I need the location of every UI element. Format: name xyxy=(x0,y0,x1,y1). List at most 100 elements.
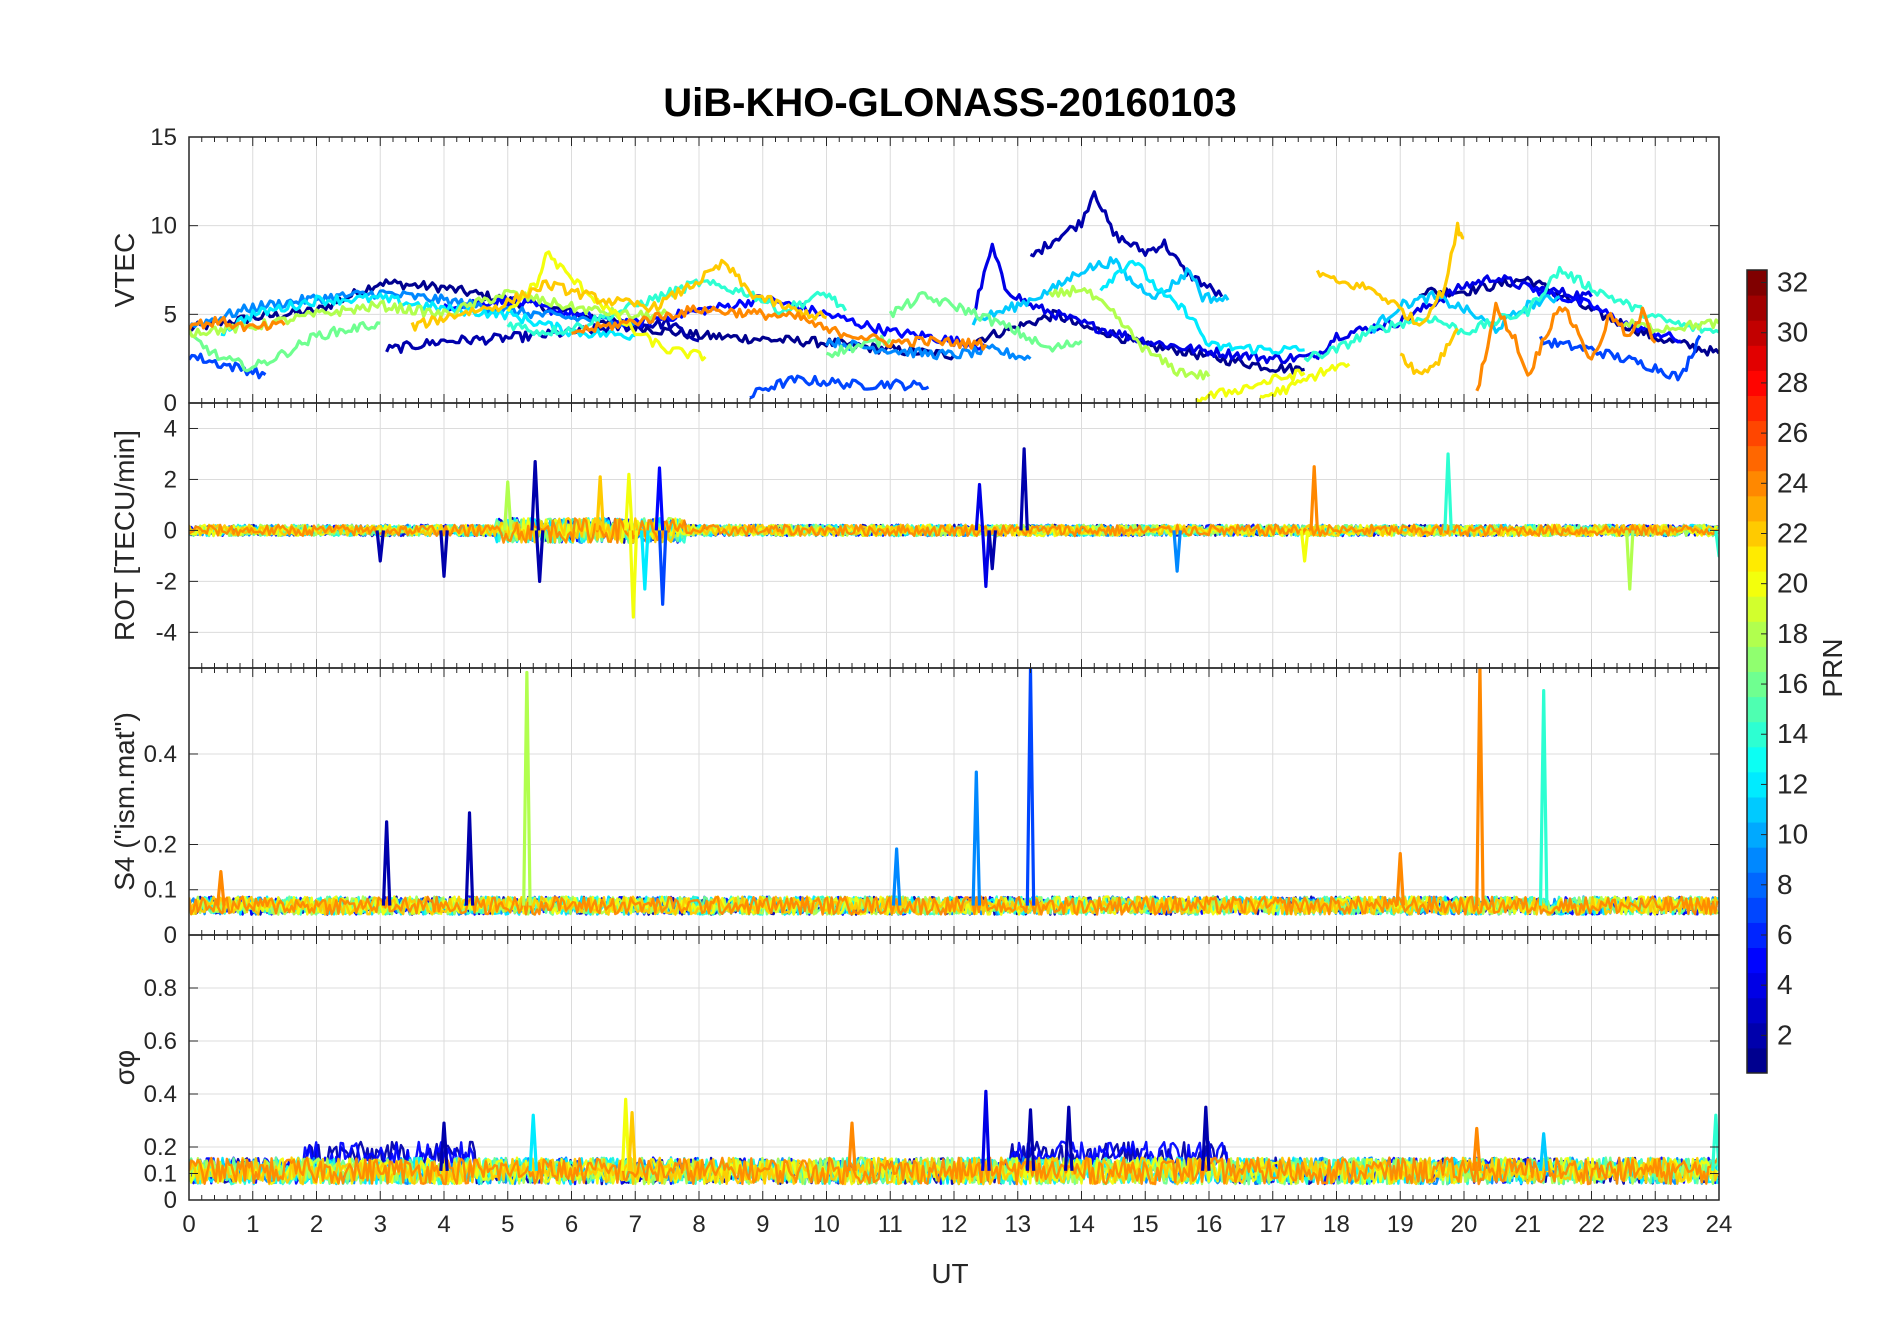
spike-prn-20 xyxy=(620,1097,631,1171)
colorbar-swatch xyxy=(1747,395,1767,422)
colorbar-swatch xyxy=(1747,897,1767,923)
vtec-line-prn-7 xyxy=(189,352,267,380)
x-tick-label: 17 xyxy=(1259,1211,1286,1238)
spike-prn-20 xyxy=(628,530,639,619)
colorbar-swatch xyxy=(1747,796,1767,823)
y-axis-label: S4 ("ism.mat") xyxy=(109,712,140,891)
vtec-line-prn-16 xyxy=(189,321,381,373)
vtec-line-prn-11 xyxy=(971,256,1230,326)
x-tick-label: 16 xyxy=(1196,1211,1223,1238)
y-tick-label: 0.2 xyxy=(144,831,177,858)
vtec-line-prn-20 xyxy=(506,250,707,362)
y-tick-label: -4 xyxy=(156,619,177,646)
colorbar-tick-label: 14 xyxy=(1777,718,1808,749)
vtec-line-prn-24 xyxy=(571,304,988,351)
vtec-line-prn-4 xyxy=(972,242,1318,365)
panel-2: -4 -2 0 2 4 ROT [TECU/min] xyxy=(109,402,1720,669)
colorbar-swatch xyxy=(1747,345,1767,371)
x-tick-label: 24 xyxy=(1706,1211,1733,1238)
chart-title: UiB-KHO-GLONASS-20160103 xyxy=(663,81,1237,125)
spike-prn-2 xyxy=(534,530,545,583)
colorbar-swatch xyxy=(1747,445,1767,472)
vtec-line-prn-5 xyxy=(1526,282,1682,344)
colorbar-swatch xyxy=(1747,847,1767,873)
x-tick-label: 3 xyxy=(374,1211,387,1238)
colorbar-tick-label: 22 xyxy=(1777,517,1808,548)
y-tick-label: 5 xyxy=(164,301,177,328)
colorbar-tick-label: 28 xyxy=(1777,367,1808,398)
y-tick-label: 0.4 xyxy=(144,1081,177,1108)
spike-prn-2 xyxy=(375,530,386,563)
colorbar-swatch xyxy=(1747,671,1767,698)
panel-data xyxy=(189,1089,1719,1186)
colorbar-tick-label: 20 xyxy=(1777,568,1808,599)
colorbar-swatch xyxy=(1747,947,1767,974)
vtec-line-prn-18 xyxy=(1622,318,1719,334)
panel-data xyxy=(189,447,1719,619)
spike-prn-12 xyxy=(640,530,650,591)
y-tick-label: 0.2 xyxy=(144,1134,177,1161)
y-tick-label: 0 xyxy=(164,1187,177,1214)
colorbar-swatch xyxy=(1747,295,1767,321)
spike-prn-24 xyxy=(847,1121,857,1171)
y-tick-label: 4 xyxy=(164,415,177,442)
x-tick-label: 22 xyxy=(1578,1211,1605,1238)
spike-prn-9 xyxy=(971,770,982,906)
colorbar-swatch xyxy=(1747,822,1767,848)
colorbar-swatch xyxy=(1747,571,1767,597)
vtec-line-prn-16 xyxy=(888,291,1083,353)
colorbar-swatch xyxy=(1747,721,1767,748)
spike-prn-2 xyxy=(1019,447,1029,531)
spike-prn-9 xyxy=(891,847,902,906)
vtec-line-prn-20 xyxy=(1195,368,1306,403)
y-tick-label: 0.6 xyxy=(144,1028,177,1055)
vtec-line-prn-7 xyxy=(1539,334,1702,382)
spike-prn-24 xyxy=(1471,1126,1482,1171)
vtec-line-prn-9 xyxy=(189,289,636,332)
spike-prn-14 xyxy=(1714,530,1719,558)
noise-line-prn-24 xyxy=(189,895,1719,916)
y-tick-label: 2 xyxy=(164,466,177,493)
panel-4: 00.10.2 0.4 0.6 0.8 σφ xyxy=(109,934,1720,1214)
spike-prn-2 xyxy=(381,820,392,906)
spike-prn-18 xyxy=(1624,530,1635,591)
spike-prn-9 xyxy=(1172,530,1182,573)
spike-prn-14 xyxy=(1538,689,1549,906)
colorbar-swatch xyxy=(1747,1047,1767,1074)
colorbar-tick-label: 8 xyxy=(1777,869,1793,900)
colorbar-tick-label: 16 xyxy=(1777,668,1808,699)
colorbar-swatch xyxy=(1747,997,1767,1024)
spike-prn-24 xyxy=(1395,851,1406,906)
y-axis-label: VTEC xyxy=(109,233,140,308)
colorbar-tick-label: 6 xyxy=(1777,919,1793,950)
spike-prn-2 xyxy=(1025,1108,1036,1171)
vtec-line-prn-20 xyxy=(1259,362,1351,399)
y-tick-label: -2 xyxy=(156,568,177,595)
x-tick-label: 21 xyxy=(1514,1211,1541,1238)
spike-prn-2 xyxy=(530,460,540,531)
x-tick-label: 5 xyxy=(501,1211,514,1238)
spike-prn-4 xyxy=(981,1089,991,1171)
colorbar-swatch xyxy=(1747,546,1767,572)
spike-prn-12 xyxy=(528,1113,539,1171)
colorbar-swatch xyxy=(1747,771,1767,798)
x-tick-label: 10 xyxy=(813,1211,840,1238)
colorbar-swatch xyxy=(1747,646,1767,672)
colorbar-swatch xyxy=(1747,320,1767,346)
y-tick-label: 0.4 xyxy=(144,741,177,768)
vtec-line-prn-7 xyxy=(749,374,930,400)
spike-prn-11 xyxy=(1538,1132,1549,1171)
panel-1: 0 5 10 15 VTEC xyxy=(109,124,1720,417)
colorbar-tick-label: 10 xyxy=(1777,819,1808,850)
spike-prn-20 xyxy=(1299,530,1310,563)
spike-prn-14 xyxy=(1711,1113,1719,1171)
spike-prn-5 xyxy=(654,466,665,531)
spike-prn-14 xyxy=(1443,452,1453,531)
colorbar-tick-label: 32 xyxy=(1777,267,1808,298)
y-tick-label: 0.1 xyxy=(144,1161,177,1188)
colorbar-swatch xyxy=(1747,746,1767,773)
spike-prn-22 xyxy=(627,1110,637,1171)
spike-prn-2 xyxy=(439,1121,449,1171)
spike-prn-24 xyxy=(216,870,226,906)
